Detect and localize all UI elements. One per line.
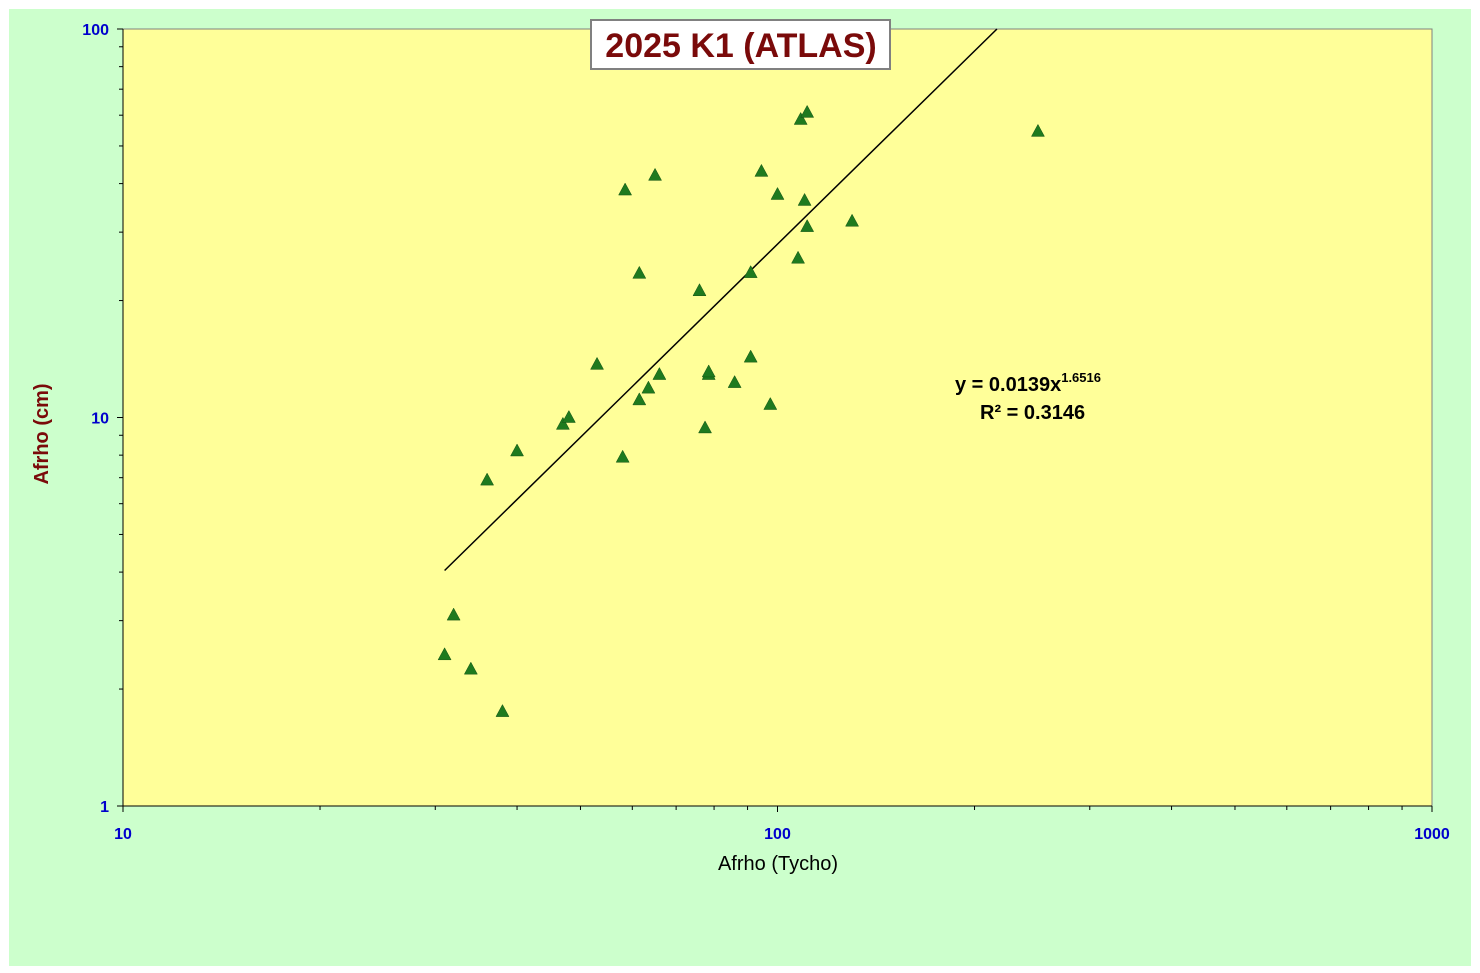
data-point-marker — [632, 265, 647, 279]
data-point-marker — [743, 349, 758, 363]
data-point-marker — [692, 283, 707, 296]
r-squared-text: R² = 0.3146 — [980, 402, 1085, 424]
data-point-marker — [1031, 123, 1045, 137]
trendline-layer — [444, 28, 998, 572]
data-point-marker — [632, 392, 647, 406]
x-tick-label: 1000 — [1414, 826, 1450, 843]
data-point-marker — [698, 420, 712, 434]
equation-exponent: 1.6516 — [1061, 370, 1101, 385]
data-point-marker — [652, 367, 667, 380]
data-point-marker — [754, 163, 769, 177]
data-point-marker — [701, 364, 716, 378]
data-point-marker — [800, 219, 815, 232]
chart-title: 2025 K1 (ATLAS) — [605, 27, 876, 65]
trendline — [444, 28, 998, 572]
data-point-marker — [770, 186, 785, 200]
data-point-marker — [437, 647, 452, 661]
data-point-marker — [618, 182, 633, 196]
y-tick-label: 1 — [100, 799, 109, 816]
x-tick-label: 10 — [114, 826, 132, 843]
data-point-marker — [446, 607, 461, 621]
equation-text: y = 0.0139x — [955, 374, 1061, 396]
data-point-marker — [480, 472, 495, 486]
axes: 10 100 1000 1 10 100 — [82, 22, 1450, 843]
data-point-marker — [763, 396, 778, 410]
data-point-marker — [561, 409, 576, 423]
data-point-marker — [510, 443, 524, 457]
data-point-marker — [743, 265, 758, 278]
data-point-marker — [590, 356, 604, 370]
data-point-marker — [800, 104, 815, 118]
plot-area — [122, 28, 1433, 807]
data-point-marker — [641, 380, 656, 394]
y-tick-label: 100 — [82, 22, 109, 39]
data-points — [437, 57, 1045, 717]
svg-text:y = 0.0139x1.6516: y = 0.0139x1.6516 — [955, 370, 1101, 396]
data-point-marker — [727, 375, 742, 388]
data-point-marker — [793, 111, 808, 125]
data-point-marker — [495, 704, 510, 717]
x-tick-label: 100 — [764, 826, 791, 843]
data-point-marker — [463, 661, 478, 675]
data-point-marker — [615, 449, 630, 463]
data-point-marker — [555, 416, 570, 430]
x-axis-title: Afrho (Tycho) — [718, 853, 838, 875]
y-axis-title: Afrho (cm) — [31, 383, 53, 484]
chart-title-box: 2025 K1 (ATLAS) — [590, 19, 891, 70]
y-tick-label: 10 — [91, 411, 109, 428]
data-point-marker — [845, 213, 859, 227]
data-point-marker — [797, 192, 812, 206]
data-point-marker — [791, 250, 805, 264]
trendline-equation: y = 0.0139x1.6516 R² = 0.3146 — [955, 370, 1101, 424]
data-point-marker — [648, 167, 662, 181]
